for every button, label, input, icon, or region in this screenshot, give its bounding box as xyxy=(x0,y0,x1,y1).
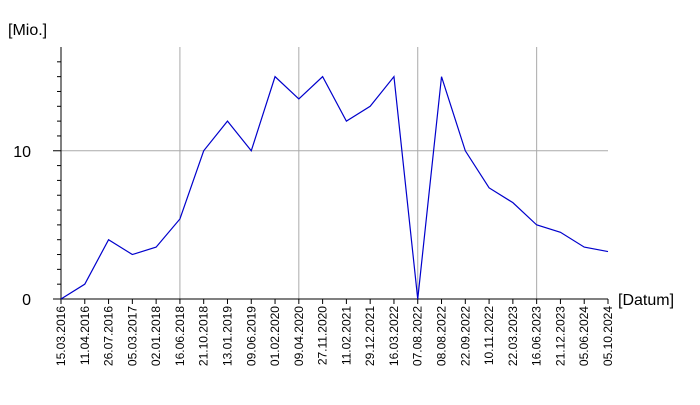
x-tick-label: 16.06.2018 xyxy=(173,306,187,366)
x-tick-label: 22.09.2022 xyxy=(458,306,472,366)
x-tick-label: 16.03.2022 xyxy=(387,306,401,366)
y-axis-label: [Mio.] xyxy=(8,22,47,39)
x-tick-label: 26.07.2016 xyxy=(102,306,116,366)
x-tick-label: 22.03.2023 xyxy=(506,306,520,366)
x-tick-label: 21.10.2018 xyxy=(197,306,211,366)
x-tick-label: 16.06.2023 xyxy=(530,306,544,366)
x-tick-label: 05.03.2017 xyxy=(125,306,139,366)
x-tick-label: 27.11.2020 xyxy=(316,306,330,365)
x-tick-label: 29.12.2021 xyxy=(363,306,377,366)
x-tick-label: 11.04.2016 xyxy=(78,306,92,365)
y-tick-label: 0 xyxy=(22,292,31,309)
x-tick-label: 09.06.2019 xyxy=(244,306,258,366)
x-tick-label: 05.10.2024 xyxy=(601,306,615,366)
x-tick-label: 13.01.2019 xyxy=(220,306,234,366)
x-tick-label: 07.08.2022 xyxy=(411,306,425,366)
x-tick-label: 11.02.2021 xyxy=(339,306,353,365)
x-tick-label: 01.02.2020 xyxy=(268,306,282,366)
x-tick-label: 15.03.2016 xyxy=(54,306,68,366)
x-tick-label: 08.08.2022 xyxy=(435,306,449,366)
x-tick-label: 21.12.2023 xyxy=(553,306,567,366)
x-tick-label: 10.11.2022 xyxy=(482,306,496,365)
y-tick-label: 10 xyxy=(13,144,31,161)
x-tick-label: 02.01.2018 xyxy=(149,306,163,366)
x-tick-label: 09.04.2020 xyxy=(292,306,306,366)
x-axis-label: [Datum] xyxy=(618,292,674,309)
x-tick-label: 05.06.2024 xyxy=(577,306,591,366)
data-line xyxy=(60,75,609,300)
